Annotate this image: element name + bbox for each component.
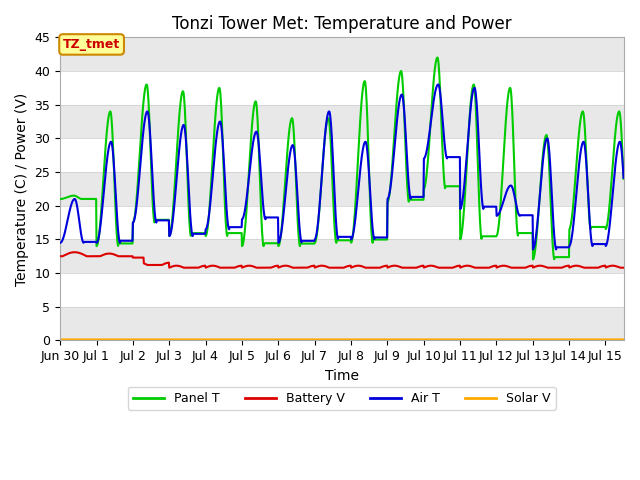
Bar [60,37,623,71]
Bar [60,307,623,340]
Bar [60,138,623,172]
Bar [60,172,623,206]
Legend: Panel T, Battery V, Air T, Solar V: Panel T, Battery V, Air T, Solar V [128,387,556,410]
X-axis label: Time: Time [325,369,359,383]
Bar [60,206,623,240]
Text: TZ_tmet: TZ_tmet [63,38,120,51]
Bar [60,105,623,138]
Y-axis label: Temperature (C) / Power (V): Temperature (C) / Power (V) [15,92,29,286]
Bar [60,71,623,105]
Bar [60,240,623,273]
Bar [60,273,623,307]
Title: Tonzi Tower Met: Temperature and Power: Tonzi Tower Met: Temperature and Power [172,15,511,33]
